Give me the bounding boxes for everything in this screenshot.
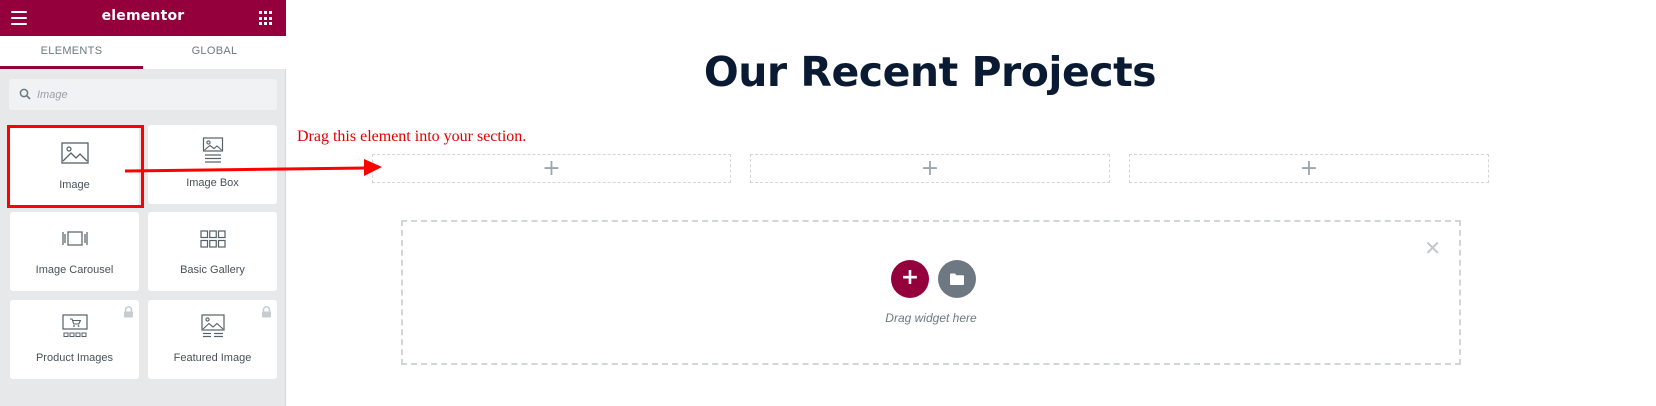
widget-label: Image: [59, 179, 90, 191]
widget-featured-image[interactable]: Featured Image: [148, 300, 277, 379]
plus-icon: +: [900, 265, 920, 290]
add-template-button[interactable]: [938, 260, 976, 298]
panel-tabs: ELEMENTS GLOBAL: [0, 36, 286, 69]
folder-icon: [950, 273, 964, 285]
widget-label: Product Images: [35, 352, 114, 364]
image-carousel-icon: [61, 231, 88, 246]
dropzone-hint: Drag widget here: [885, 311, 977, 325]
sidebar-header: elementor: [0, 0, 286, 36]
elementor-logo: elementor: [101, 8, 185, 24]
product-images-icon: [61, 314, 88, 337]
tab-elements[interactable]: ELEMENTS: [0, 36, 143, 69]
lock-icon: [262, 306, 271, 318]
search-input[interactable]: [37, 79, 267, 110]
search-icon: [19, 88, 31, 100]
widget-image-carousel[interactable]: Image Carousel: [10, 212, 139, 291]
image-icon: [60, 142, 89, 164]
image-box-icon: [202, 137, 223, 163]
featured-image-icon: [200, 314, 225, 338]
widget-dropzone[interactable]: ✕ + Drag widget here: [401, 220, 1461, 365]
widget-basic-gallery[interactable]: Basic Gallery: [148, 212, 277, 291]
elementor-sidebar: elementor ELEMENTS GLOBAL Image: [0, 0, 286, 406]
widget-image[interactable]: Image: [10, 127, 139, 206]
close-icon[interactable]: ✕: [1424, 236, 1441, 260]
lock-icon: [124, 306, 133, 318]
tab-global[interactable]: GLOBAL: [143, 36, 286, 69]
apps-grid-icon[interactable]: [259, 11, 274, 26]
tutorial-annotation: Drag this element into your section.: [297, 128, 527, 145]
gallery-icon: [199, 230, 226, 248]
widget-label: Featured Image: [173, 352, 252, 364]
widget-product-images[interactable]: Product Images: [10, 300, 139, 379]
search-box: [9, 79, 277, 110]
page-heading: Our Recent Projects: [703, 48, 1157, 96]
add-element-icon[interactable]: +: [542, 155, 561, 181]
empty-column-2[interactable]: +: [750, 154, 1110, 183]
add-element-icon[interactable]: +: [1299, 155, 1319, 181]
empty-column-3[interactable]: +: [1129, 154, 1489, 183]
widget-image-box[interactable]: Image Box: [148, 125, 277, 204]
widget-label: Basic Gallery: [180, 264, 245, 276]
empty-column-1[interactable]: +: [372, 154, 731, 183]
widget-label: Image Carousel: [35, 264, 114, 276]
add-section-button[interactable]: +: [891, 260, 929, 298]
add-element-icon[interactable]: +: [920, 155, 940, 181]
widget-label: Image Box: [186, 177, 239, 189]
hamburger-menu-icon[interactable]: [11, 11, 27, 25]
